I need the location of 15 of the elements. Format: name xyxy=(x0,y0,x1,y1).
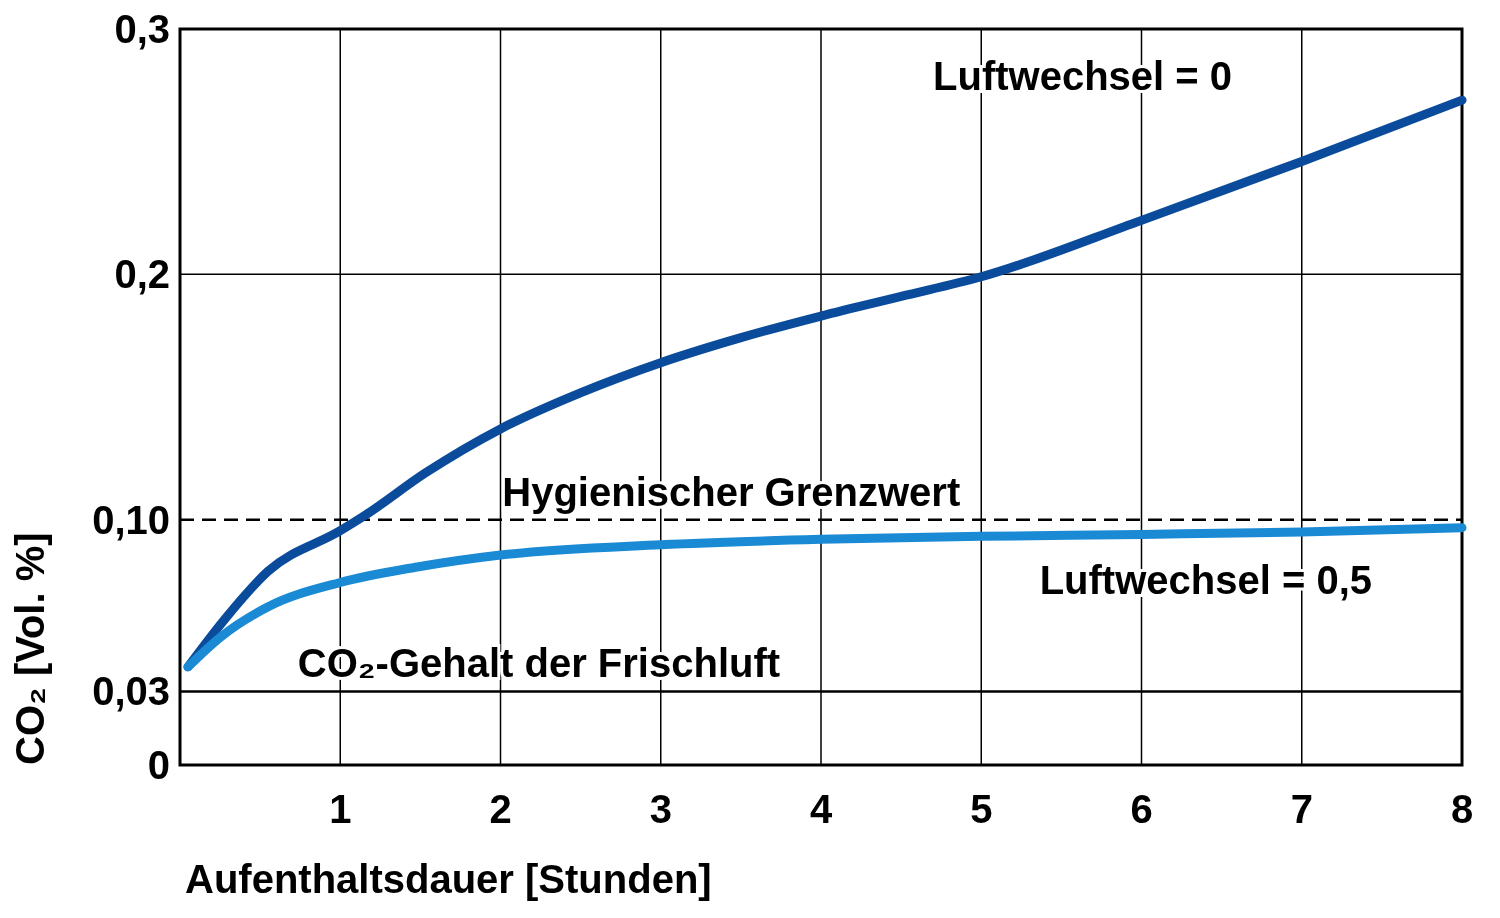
y-axis-title: CO₂ [Vol. %] xyxy=(8,532,52,765)
x-tick-label: 1 xyxy=(329,787,352,831)
y-tick-label: 0,2 xyxy=(114,252,170,297)
y-tick-label: 0 xyxy=(147,743,170,787)
x-tick-label: 4 xyxy=(809,787,833,831)
y-tick-label: 0,3 xyxy=(114,7,170,51)
x-tick-label: 2 xyxy=(489,787,512,831)
y-tick-label: 0,10 xyxy=(92,497,170,542)
x-tick-label: 3 xyxy=(649,787,672,831)
x-tick-label: 5 xyxy=(970,787,993,831)
y-tick-label: 0,03 xyxy=(92,669,170,714)
x-axis-title: Aufenthaltsdauer [Stunden] xyxy=(185,857,712,901)
x-tick-label: 7 xyxy=(1290,787,1313,831)
x-tick-label: 8 xyxy=(1450,787,1474,831)
x-tick-label: 6 xyxy=(1130,787,1153,831)
